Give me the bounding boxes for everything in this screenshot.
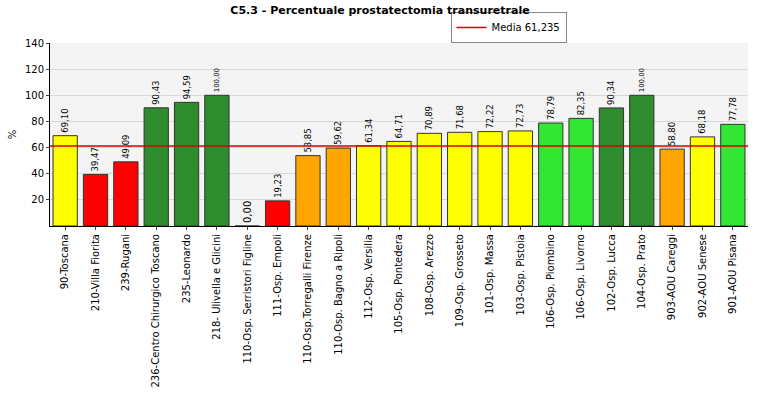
svg-text:72,22: 72,22 bbox=[485, 104, 495, 128]
svg-text:210-Villa Fiorita: 210-Villa Fiorita bbox=[90, 234, 101, 311]
svg-text:Media 61,235: Media 61,235 bbox=[492, 22, 560, 33]
svg-text:C5.3 - Percentuale prostatecto: C5.3 - Percentuale prostatectomia transu… bbox=[230, 4, 529, 17]
svg-text:101-Osp. Massa: 101-Osp. Massa bbox=[484, 234, 495, 314]
svg-text:39,47: 39,47 bbox=[90, 147, 100, 171]
svg-text:236-Centro Chirurgico Toscano: 236-Centro Chirurgico Toscano bbox=[150, 234, 161, 388]
svg-text:110-Osp.Torregalli Firenze: 110-Osp.Torregalli Firenze bbox=[302, 234, 313, 364]
svg-text:77,78: 77,78 bbox=[728, 97, 738, 121]
svg-text:901-AOU Pisana: 901-AOU Pisana bbox=[727, 234, 738, 314]
svg-text:218- Ulivella e Glicini: 218- Ulivella e Glicini bbox=[211, 234, 222, 340]
svg-text:903-AOU Careggi: 903-AOU Careggi bbox=[666, 234, 677, 320]
svg-text:49,09: 49,09 bbox=[121, 135, 131, 159]
svg-text:68,18: 68,18 bbox=[697, 110, 707, 134]
svg-text:235-Leonardo: 235-Leonardo bbox=[181, 234, 192, 303]
svg-text:902-AOU Senese: 902-AOU Senese bbox=[697, 234, 708, 318]
svg-text:106-Osp. Livorno: 106-Osp. Livorno bbox=[575, 234, 586, 320]
svg-text:110-Osp. Bagno a Ripoli: 110-Osp. Bagno a Ripoli bbox=[333, 234, 344, 355]
svg-text:239-Rugani: 239-Rugani bbox=[120, 234, 131, 291]
svg-text:%: % bbox=[7, 130, 18, 140]
svg-text:59,62: 59,62 bbox=[333, 121, 343, 145]
svg-text:70,89: 70,89 bbox=[424, 106, 434, 130]
svg-text:20: 20 bbox=[31, 194, 44, 205]
svg-text:104-Osp. Prato: 104-Osp. Prato bbox=[636, 234, 647, 309]
svg-text:69,10: 69,10 bbox=[60, 108, 70, 132]
svg-text:103-Osp. Pistoia: 103-Osp. Pistoia bbox=[515, 234, 526, 316]
svg-text:102-Osp. Lucca: 102-Osp. Lucca bbox=[606, 234, 617, 312]
svg-text:100,00: 100,00 bbox=[213, 68, 221, 92]
svg-text:82,35: 82,35 bbox=[576, 91, 586, 115]
svg-text:58,80: 58,80 bbox=[667, 122, 677, 146]
svg-text:53,85: 53,85 bbox=[303, 128, 313, 152]
svg-text:90,43: 90,43 bbox=[151, 81, 161, 105]
svg-text:94,59: 94,59 bbox=[182, 75, 192, 99]
svg-text:109-Osp. Grosseto: 109-Osp. Grosseto bbox=[454, 234, 465, 327]
svg-text:106-Osp. Piombino: 106-Osp. Piombino bbox=[545, 234, 556, 329]
svg-text:19,23: 19,23 bbox=[273, 174, 283, 198]
svg-text:71,68: 71,68 bbox=[455, 105, 465, 129]
svg-text:112-Osp. Versilia: 112-Osp. Versilia bbox=[363, 234, 374, 319]
svg-text:105-Osp. Pontedera: 105-Osp. Pontedera bbox=[393, 234, 404, 334]
svg-text:78,79: 78,79 bbox=[546, 96, 556, 120]
svg-text:120: 120 bbox=[25, 64, 44, 75]
svg-text:111-Osp. Empoli: 111-Osp. Empoli bbox=[272, 234, 283, 317]
svg-text:0,00: 0,00 bbox=[242, 201, 253, 223]
svg-text:40: 40 bbox=[31, 168, 44, 179]
svg-text:61,34: 61,34 bbox=[364, 119, 374, 143]
svg-text:90-Toscana: 90-Toscana bbox=[59, 234, 70, 289]
svg-text:80: 80 bbox=[31, 116, 44, 127]
svg-text:100,00: 100,00 bbox=[638, 68, 646, 92]
svg-text:60: 60 bbox=[31, 142, 44, 153]
svg-text:100: 100 bbox=[25, 90, 44, 101]
svg-text:90,34: 90,34 bbox=[606, 81, 616, 105]
svg-text:108-Osp. Arezzo: 108-Osp. Arezzo bbox=[424, 234, 435, 316]
svg-text:110-Osp. Serristori Figline: 110-Osp. Serristori Figline bbox=[242, 234, 253, 364]
svg-text:140: 140 bbox=[25, 38, 44, 49]
svg-text:72,73: 72,73 bbox=[515, 104, 525, 128]
svg-text:64,71: 64,71 bbox=[394, 114, 404, 138]
